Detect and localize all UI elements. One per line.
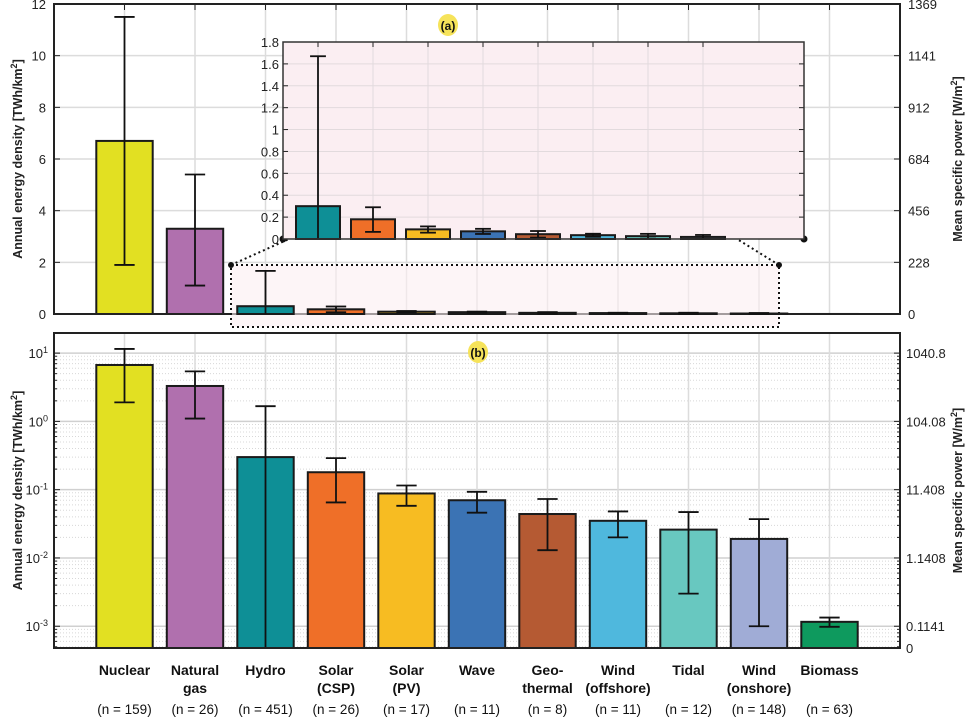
panel-a-ytick-label: 4 [39, 204, 46, 219]
sample-size-label: (n = 11) [454, 702, 500, 717]
sample-size-label: (n = 12) [665, 702, 712, 717]
inset-ytick-label: 0 [272, 232, 279, 247]
panel-b-bar [377, 492, 436, 649]
inset-ytick-label: 0.8 [261, 144, 279, 159]
panel-a-ytick-label: 8 [39, 100, 46, 115]
sample-size-label: (n = 26) [313, 702, 360, 717]
panel-a-y2tick-label: 0 [908, 307, 915, 322]
category-label: Nuclear [99, 662, 151, 678]
panel-a-ytick-label: 10 [32, 49, 46, 64]
panel-b-bar [588, 519, 648, 649]
panel-b-bar [447, 499, 507, 650]
zoom-region-box [230, 264, 780, 328]
panel-a-y2tick-label: 456 [908, 204, 930, 219]
sample-size-label: (n = 17) [383, 702, 430, 717]
panel-a-ytick-label: 0 [39, 307, 46, 322]
category-label: (CSP) [317, 680, 355, 696]
panel-a-y2tick-label: 1369 [908, 0, 937, 12]
sample-size-label: (n = 148) [732, 702, 786, 717]
sample-size-label: (n = 451) [238, 702, 292, 717]
panel-b-bar [95, 363, 154, 649]
panel-b-ytick-label: 100 [29, 413, 48, 429]
category-label: (onshore) [727, 680, 792, 696]
panel-b-ytick-label: 10-3 [26, 618, 48, 634]
sample-size-label: (n = 26) [172, 702, 219, 717]
panel-b-y2tick-label: 1.1408 [906, 551, 946, 566]
sample-size-label: (n = 63) [806, 702, 853, 717]
category-label: gas [183, 680, 207, 696]
inset-ytick-label: 1.6 [261, 57, 279, 72]
panel-a-ytick-label: 6 [39, 152, 46, 167]
panel-b-y2tick-label: 104.08 [906, 414, 946, 429]
inset-ytick-label: 0.4 [261, 188, 279, 203]
panel-b-ytick-label: 101 [29, 345, 48, 361]
category-label: Natural [171, 662, 219, 678]
inset-ytick-label: 1.8 [261, 35, 279, 50]
panel-b-ytick-label: 10-2 [26, 550, 48, 566]
panel-a-badge [438, 14, 458, 36]
zoom-connector-dot [776, 262, 782, 268]
category-label: Solar [318, 662, 354, 678]
sample-size-label: (n = 8) [528, 702, 567, 717]
panel-b-bar [165, 384, 225, 649]
panel-b-y2tick-label: 11.408 [906, 483, 945, 498]
category-label: Tidal [672, 662, 704, 678]
inset-ytick-label: 0.6 [261, 166, 279, 181]
category-label: Hydro [245, 662, 285, 678]
panel-b-y2tick-label: 0 [906, 641, 913, 656]
inset-frame [282, 41, 805, 240]
category-label: (PV) [393, 680, 421, 696]
category-label: Solar [389, 662, 425, 678]
panel-a-y2tick-label: 912 [908, 100, 930, 115]
category-label: Geo- [532, 662, 564, 678]
panel-b-frame [53, 332, 901, 649]
inset-ytick-label: 1.2 [261, 101, 279, 116]
category-label: thermal [522, 680, 573, 696]
zoom-connector-left [230, 238, 290, 266]
panel-a-ytick-label: 2 [39, 255, 46, 270]
panel-b-ytick-label: 10-1 [26, 482, 48, 498]
panel-a-label: (a) [441, 19, 456, 33]
zoom-connector-right [736, 238, 780, 266]
inset-ytick-label: 0.2 [261, 210, 279, 225]
panel-b-y2label: Mean specific power [W/m2] [949, 408, 965, 573]
inset-ytick-label: 1.4 [261, 79, 279, 94]
panel-b-ylabel: Annual energy density [TWh/km2] [9, 391, 25, 591]
category-label: Wind [601, 662, 635, 678]
category-label: Wave [459, 662, 495, 678]
category-label: Biomass [800, 662, 859, 678]
panel-a-y2tick-label: 684 [908, 152, 930, 167]
panel-b-badge [468, 341, 488, 363]
panel-a-ylabel: Annual energy density [TWh/km2] [9, 59, 25, 259]
panel-a-y2tick-label: 1141 [908, 49, 936, 64]
category-label: (offshore) [585, 680, 650, 696]
panel-a-y2tick-label: 228 [908, 255, 930, 270]
panel-b-y2tick-label: 0.1141 [906, 619, 945, 634]
category-label: Wind [742, 662, 776, 678]
zoom-connector-dot [228, 262, 234, 268]
sample-size-label: (n = 159) [97, 702, 151, 717]
panel-b-y2tick-label: 1040.8 [906, 346, 946, 361]
panel-a-ytick-label: 12 [32, 0, 46, 12]
panel-b-label: (b) [470, 346, 485, 360]
panel-a-y2label: Mean specific power [W/m2] [949, 76, 965, 241]
inset-ytick-label: 1 [272, 123, 279, 138]
inset-background [283, 42, 804, 239]
sample-size-label: (n = 11) [595, 702, 641, 717]
